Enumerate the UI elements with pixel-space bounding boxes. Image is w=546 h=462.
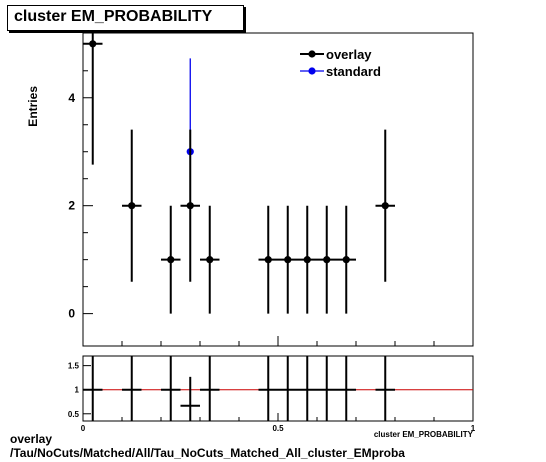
y-tick-label: 2	[68, 199, 75, 213]
footer-label-path: /Tau/NoCuts/Matched/All/Tau_NoCuts_Match…	[10, 446, 405, 460]
legend-standard-marker	[308, 67, 316, 75]
overlay-point	[381, 202, 389, 210]
ratio-x-tick-label: 1	[471, 424, 476, 433]
overlay-point	[186, 202, 194, 210]
ratio-y-tick-label: 1	[75, 386, 80, 395]
ratio-y-tick-label: 0.5	[68, 410, 80, 419]
y-tick-label: 4	[68, 91, 75, 105]
chart-title: cluster EM_PROBABILITY	[14, 8, 213, 25]
overlay-point	[89, 40, 97, 48]
y-axis-label: Entries	[26, 86, 40, 127]
main-plot-frame	[82, 32, 474, 347]
legend-overlay-label: overlay	[326, 47, 372, 62]
ratio-x-tick-label: 0	[81, 424, 86, 433]
overlay-point	[264, 256, 272, 264]
legend-standard-label: standard	[326, 64, 381, 79]
ratio-x-tick-label: 0.5	[272, 424, 284, 433]
overlay-point	[284, 256, 292, 264]
ratio-y-tick-label: 1.5	[68, 362, 80, 371]
overlay-point	[167, 256, 175, 264]
footer-label-line1: overlay	[10, 432, 53, 446]
y-tick-label: 0	[68, 307, 75, 321]
overlay-point	[303, 256, 311, 264]
legend-overlay-marker	[308, 50, 316, 58]
x-axis-label: cluster EM_PROBABILITY	[374, 430, 474, 439]
chart-title-box: cluster EM_PROBABILITY	[7, 5, 244, 31]
overlay-point	[128, 202, 136, 210]
overlay-point	[342, 256, 350, 264]
overlay-point	[323, 256, 331, 264]
ratio-plot-frame	[82, 355, 474, 422]
overlay-point	[206, 256, 214, 264]
main-panel: 0 2 4 Entries overlay standard	[26, 32, 474, 347]
